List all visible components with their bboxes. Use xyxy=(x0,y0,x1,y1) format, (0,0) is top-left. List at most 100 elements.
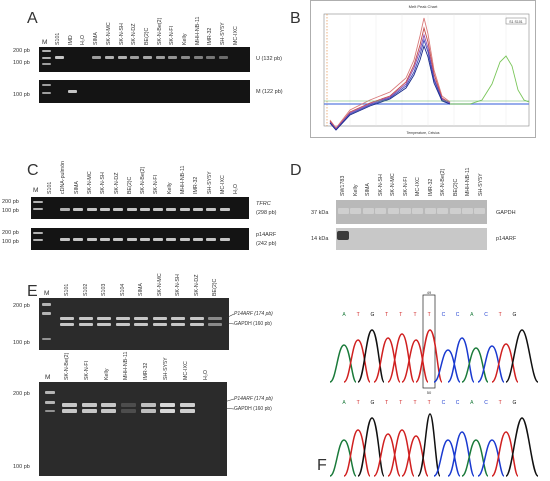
panel-e-gel-bottom xyxy=(39,382,227,476)
panel-d-lane-9: BE(2)C xyxy=(452,178,459,196)
panel-d-gapdh-band-8 xyxy=(437,208,449,214)
panel-e-marker-top xyxy=(42,303,51,306)
panel-e-gapdh-band-top-7 xyxy=(189,323,204,326)
panel-c-p14-band-4 xyxy=(113,238,124,241)
panel-f-label: F xyxy=(317,457,327,474)
panel-e-size-100-bottom: 100 pb xyxy=(13,464,30,470)
panel-e-lane-bottom-6: MC-IXC xyxy=(182,361,189,380)
panel-d-gapdh-label: GAPDH xyxy=(496,210,516,216)
panel-c-tfrc-band-7 xyxy=(153,208,164,211)
seqTop-base-11: T xyxy=(499,312,502,318)
panel-a-lane-14: MC-IXC xyxy=(232,26,239,45)
panel-d-gapdh-band-10 xyxy=(462,208,473,214)
panel-e-arrows-bottom xyxy=(223,398,235,410)
panel-a-u-band-6 xyxy=(156,56,165,59)
panel-e-p14-band-top-4 xyxy=(134,317,148,320)
panel-d-gapdh-band-2 xyxy=(362,208,374,214)
panel-d-kda-37: 37 kDa xyxy=(311,210,329,216)
panel-a-lane-9: SK-N-FI xyxy=(169,25,176,45)
panel-a-lane-1: IMD xyxy=(67,35,74,45)
seqBot-base-5: T xyxy=(413,400,416,406)
panel-a-u-band-2 xyxy=(105,56,114,59)
panel-e-lane-top-3: S104 xyxy=(119,283,126,296)
panel-e-gapdh-label-top: GAPDH (160 pb) xyxy=(234,321,272,327)
panel-e-gapdh-band-top-5 xyxy=(152,323,167,326)
panel-e-gapdh-band-top-2 xyxy=(97,323,111,326)
panel-c-tfrc-band-9 xyxy=(179,208,190,211)
panel-d-blot-gapdh xyxy=(336,200,487,224)
panel-c-p14-size: (242 pb) xyxy=(256,241,277,247)
panel-d-gapdh-band-0 xyxy=(338,208,349,214)
panel-c-p14-band-7 xyxy=(153,238,164,241)
panel-c-lane-13: MC-IXC xyxy=(219,175,226,194)
panel-c-lane-11: IMR-32 xyxy=(193,176,200,194)
panel-d-gapdh-band-11 xyxy=(474,208,486,214)
panel-e-marker-bottom xyxy=(45,391,55,394)
panel-c-marker-band xyxy=(33,232,43,234)
seqBot-base-12: G xyxy=(512,400,516,406)
seqTop-base-0: A xyxy=(342,312,346,318)
panel-c-p14-band-9 xyxy=(179,238,190,241)
seqBot-base-8: C xyxy=(456,400,460,406)
panel-e-lane-bottom-3: MHH-NB-11 xyxy=(123,351,130,380)
panel-e-p14-band-bottom-3 xyxy=(121,403,136,407)
panel-c-lane-5: SK-N-DZ xyxy=(113,172,120,194)
panel-c-tfrc-band-1 xyxy=(73,208,84,211)
panel-e-label: E xyxy=(27,283,38,300)
panel-d-lane-1: Kelly xyxy=(352,184,359,196)
panel-e-p14-label-top: P14ARF (174 pb) xyxy=(234,311,273,317)
panel-e-gapdh-band-bottom-5 xyxy=(160,409,175,413)
panel-d-lane-3: SK-N-SH xyxy=(377,174,384,196)
seqBot-base-0: A xyxy=(342,400,346,406)
panel-e-p14-band-top-8 xyxy=(208,317,222,320)
panel-d-gapdh-band-6 xyxy=(412,208,424,214)
panel-c-tfrc-band-2 xyxy=(86,208,97,211)
panel-e-marker-bottom xyxy=(45,401,55,404)
panel-a-u-band-10 xyxy=(206,56,215,59)
panel-a-u-band-8 xyxy=(181,56,190,59)
panel-c-tfrc-band-5 xyxy=(126,208,137,211)
panel-c-p14-band-12 xyxy=(219,238,230,241)
panel-d-lane-5: SK-N-FI xyxy=(402,176,409,196)
panel-e-p14-band-top-5 xyxy=(152,317,167,320)
panel-a-lane-13: SH-SY5Y xyxy=(220,22,227,45)
panel-f-bottom-marker: 50 xyxy=(427,390,432,395)
panel-a-m-band-0 xyxy=(68,90,77,93)
panel-e-gapdh-band-top-3 xyxy=(115,323,130,326)
panel-e-lane-top-6: SK-N-SH xyxy=(175,274,181,296)
panel-e-p14-band-top-7 xyxy=(189,317,204,320)
panel-c-lane-3: SK-N-MC xyxy=(86,171,93,194)
panel-e-lane-bottom-1: SK-N-FI xyxy=(83,360,90,380)
panel-e-p14-band-bottom-2 xyxy=(101,403,116,407)
panel-e-gapdh-band-top-0 xyxy=(60,323,74,326)
panel-c-size-100-b: 100 pb xyxy=(2,239,19,245)
panel-c-tfrc-band-8 xyxy=(166,208,177,211)
panel-b-title: Melt Peak Chart xyxy=(409,4,439,9)
panel-e-gapdh-band-top-8 xyxy=(208,323,222,326)
panel-c-p14-band-0 xyxy=(60,238,70,241)
seqTop-base-2: G xyxy=(370,312,374,318)
seqBot-base-6: T xyxy=(428,400,431,406)
panel-e-p14-band-bottom-6 xyxy=(180,403,195,407)
panel-c-p14-band-1 xyxy=(73,238,84,241)
panel-e-p14-band-bottom-5 xyxy=(160,403,175,407)
panel-a-lane-3: SIMA xyxy=(93,32,100,45)
panel-d-gapdh-band-1 xyxy=(350,208,362,214)
seqBot-base-1: T xyxy=(357,400,360,406)
panel-a-marker-band-m xyxy=(42,92,51,94)
panel-c-lane-4: SK-N-SH xyxy=(100,172,107,194)
panel-a-marker-band xyxy=(42,63,51,65)
panel-e-p14-band-bottom-1 xyxy=(82,403,97,407)
seqBot-base-9: A xyxy=(470,400,474,406)
seqTop-base-10: C xyxy=(484,312,488,318)
panel-a-u-band-3 xyxy=(118,56,127,59)
seqBot-base-11: T xyxy=(499,400,502,406)
panel-e-lane-bottom-2: Kelly xyxy=(103,368,110,380)
panel-e-marker-bottom xyxy=(45,410,55,412)
panel-c-tfrc-band-3 xyxy=(99,208,110,211)
panel-d-lane-7: IMR-32 xyxy=(427,178,434,196)
panel-a-gel-u xyxy=(39,47,250,72)
panel-e-gapdh-band-bottom-2 xyxy=(101,409,116,413)
panel-c-lane-2: SIMA xyxy=(73,181,80,194)
panel-a-lane-4: SK-N-MC xyxy=(105,22,112,45)
